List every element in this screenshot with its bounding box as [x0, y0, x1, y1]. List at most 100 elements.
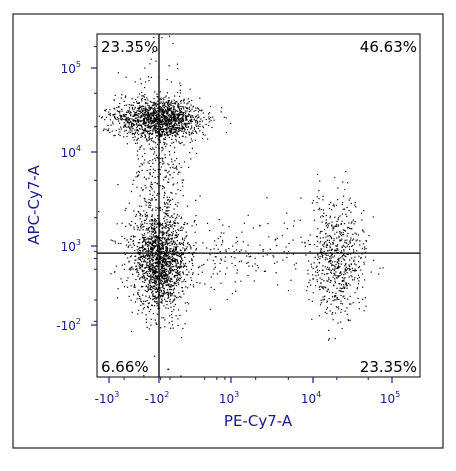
event-point — [128, 111, 130, 113]
event-point — [141, 312, 143, 314]
event-point — [147, 283, 149, 285]
event-point — [118, 242, 120, 244]
event-point — [161, 285, 163, 287]
event-point — [351, 257, 353, 259]
event-point — [147, 116, 149, 119]
event-point — [153, 127, 155, 129]
event-point — [128, 295, 130, 297]
event-point — [145, 204, 147, 206]
event-point — [170, 256, 172, 258]
event-point — [199, 195, 201, 197]
event-point — [337, 322, 339, 324]
event-point — [181, 117, 183, 119]
event-point — [148, 275, 150, 277]
event-point — [166, 123, 168, 125]
event-point — [154, 108, 156, 110]
event-point — [159, 292, 161, 294]
event-point — [322, 299, 324, 301]
event-point — [124, 104, 126, 107]
event-point — [137, 175, 139, 177]
event-point — [147, 115, 149, 117]
event-point — [320, 299, 322, 301]
event-point — [151, 275, 153, 277]
event-point — [167, 261, 169, 263]
event-point — [166, 304, 168, 306]
event-point — [163, 267, 165, 269]
event-point — [155, 242, 157, 244]
event-point — [138, 123, 140, 125]
event-point — [323, 273, 325, 275]
event-point — [173, 253, 175, 255]
event-point — [175, 138, 177, 141]
event-point — [121, 235, 123, 238]
event-point — [329, 310, 331, 312]
event-point — [175, 261, 177, 263]
event-point — [165, 112, 167, 114]
event-point — [146, 291, 148, 293]
event-point — [165, 175, 167, 177]
event-point — [336, 237, 338, 239]
event-point — [185, 116, 187, 118]
event-point — [186, 119, 188, 121]
event-point — [161, 231, 163, 233]
event-point — [177, 274, 179, 276]
event-point — [335, 245, 337, 247]
event-point — [163, 271, 165, 273]
event-point — [155, 110, 158, 112]
event-point — [144, 260, 146, 262]
event-point — [168, 120, 170, 122]
event-point — [152, 270, 154, 272]
event-point — [147, 125, 149, 127]
event-point — [339, 240, 341, 242]
event-point — [311, 318, 313, 320]
event-point — [154, 283, 156, 285]
event-point — [358, 261, 360, 263]
event-point — [140, 125, 143, 127]
event-point — [134, 106, 136, 108]
event-point — [177, 105, 180, 107]
event-point — [197, 266, 199, 268]
event-point — [318, 198, 320, 200]
event-point — [166, 107, 168, 109]
event-point — [322, 237, 324, 239]
event-point — [147, 109, 149, 111]
event-point — [167, 215, 169, 217]
event-point — [322, 254, 324, 256]
event-point — [151, 249, 153, 251]
event-point — [147, 228, 149, 230]
event-point — [362, 286, 364, 288]
event-point — [137, 132, 139, 134]
event-point — [174, 303, 176, 306]
event-point — [152, 290, 154, 292]
event-point — [188, 115, 190, 117]
event-point — [100, 117, 102, 119]
event-point — [168, 235, 170, 237]
event-point — [333, 272, 335, 274]
event-point — [139, 295, 141, 297]
event-point — [143, 237, 145, 239]
event-point — [136, 249, 138, 251]
event-point — [175, 247, 177, 249]
event-point — [149, 126, 152, 128]
event-point — [335, 275, 337, 277]
event-point — [171, 122, 173, 124]
event-point — [169, 234, 171, 236]
event-point — [191, 108, 193, 110]
event-point — [184, 123, 186, 125]
event-point — [146, 250, 148, 252]
event-point — [174, 129, 176, 131]
event-point — [135, 215, 137, 217]
event-point — [156, 244, 158, 246]
event-point — [117, 118, 119, 120]
event-point — [166, 264, 168, 266]
event-point — [149, 121, 151, 123]
event-point — [170, 116, 172, 119]
event-point — [188, 303, 190, 305]
event-point — [152, 114, 154, 116]
event-point — [133, 244, 135, 246]
event-point — [145, 111, 147, 113]
event-point — [150, 106, 152, 108]
event-point — [333, 227, 335, 229]
event-point — [159, 91, 161, 93]
event-point — [312, 274, 314, 276]
